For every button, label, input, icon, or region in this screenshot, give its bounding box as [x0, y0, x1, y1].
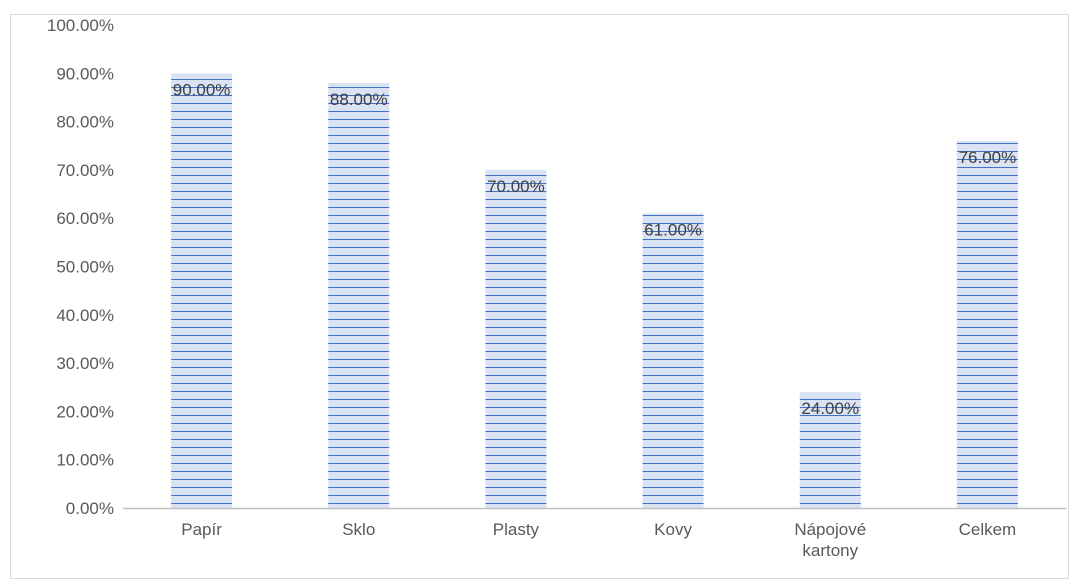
y-tick-label: 70.00% — [56, 161, 114, 180]
x-tick-label: Papír — [181, 520, 222, 539]
y-tick-label: 50.00% — [56, 258, 114, 277]
data-labels: 90.00% 88.00% 70.00% 61.00% 24.00% 76.00% — [173, 80, 1017, 418]
bars — [171, 73, 1018, 509]
data-label: 61.00% — [644, 220, 702, 239]
y-tick-label: 100.00% — [47, 16, 114, 35]
data-label: 24.00% — [801, 399, 859, 418]
x-tick-label: Nápojové kartony — [794, 520, 866, 560]
data-label: 90.00% — [173, 80, 231, 99]
y-axis-tick-labels: 0.00% 10.00% 20.00% 30.00% 40.00% 50.00% 60.00… — [47, 16, 114, 518]
bar — [328, 82, 390, 509]
data-label: 88.00% — [330, 90, 388, 109]
x-tick-label: Celkem — [959, 520, 1017, 539]
y-tick-label: 30.00% — [56, 354, 114, 373]
y-tick-label: 40.00% — [56, 306, 114, 325]
y-tick-label: 80.00% — [56, 113, 114, 132]
y-tick-label: 90.00% — [56, 64, 114, 83]
x-tick-label: Sklo — [342, 520, 375, 539]
data-label: 70.00% — [487, 177, 545, 196]
bar — [642, 213, 704, 508]
bar — [171, 73, 233, 509]
y-tick-label: 60.00% — [56, 209, 114, 228]
x-tick-label: Plasty — [493, 520, 540, 539]
y-tick-label: 0.00% — [66, 499, 114, 518]
y-tick-label: 10.00% — [56, 451, 114, 470]
bar — [956, 140, 1018, 509]
x-axis-category-labels: Papír Sklo Plasty Kovy Nápojové kartony Celkem — [181, 520, 1016, 560]
bar — [485, 169, 547, 508]
x-tick-label: Kovy — [654, 520, 692, 539]
y-tick-label: 20.00% — [56, 402, 114, 421]
data-label: 76.00% — [959, 148, 1017, 167]
bar — [799, 392, 861, 508]
